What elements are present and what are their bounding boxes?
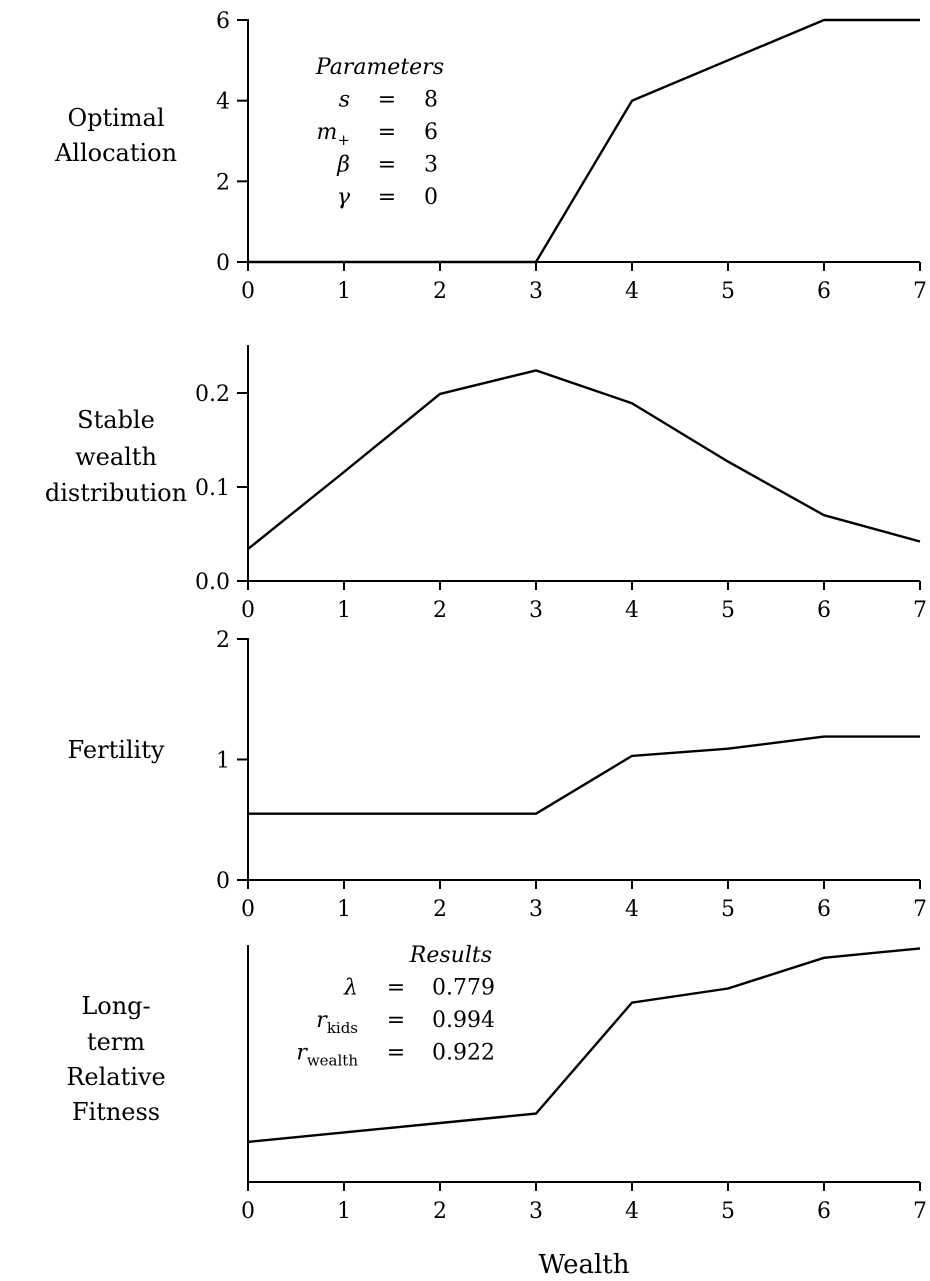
x-tick-label: 4 bbox=[625, 897, 639, 922]
y-axis-label: Optimal bbox=[67, 104, 164, 132]
panel-2: 0 1 2 3 4 5 6 7 0.0 0.1 0.2 Stable wealth distributio… bbox=[45, 345, 927, 623]
annotation-symbol: rkids bbox=[316, 1008, 358, 1037]
x-tick-label: 6 bbox=[817, 279, 831, 304]
x-tick-label: 0 bbox=[241, 279, 255, 304]
y-tick-label: 2 bbox=[216, 170, 230, 195]
annotation-value: 0 bbox=[424, 185, 438, 210]
x-tick-label: 4 bbox=[625, 279, 639, 304]
x-tick-label: 7 bbox=[913, 279, 927, 304]
x-tick-label: 0 bbox=[241, 598, 255, 623]
y-axis-label: distribution bbox=[45, 479, 187, 507]
x-tick-label: 0 bbox=[241, 897, 255, 922]
panel-3: 0 1 2 3 4 5 6 7 0 1 2 Fertility bbox=[68, 628, 927, 922]
x-axis-title: Wealth bbox=[539, 1250, 630, 1280]
series-line bbox=[248, 18, 920, 264]
symbol-name: m bbox=[317, 120, 338, 145]
x-tick-label: 2 bbox=[433, 1199, 447, 1224]
x-tick-label: 1 bbox=[337, 897, 351, 922]
x-tick-label: 5 bbox=[721, 897, 735, 922]
series-line bbox=[247, 369, 921, 550]
annotation-parameters: Parameters s = 8 m+ = 6 β = 3 γ = 0 bbox=[315, 55, 444, 210]
symbol-subscript: + bbox=[337, 131, 350, 149]
annotation-symbol: s bbox=[339, 88, 350, 113]
y-tick-label: 0 bbox=[216, 869, 230, 894]
panel-4: 0 1 2 3 4 5 6 7 Long-term Relative Fitness Results λ… bbox=[66, 943, 927, 1280]
x-tick-label: 2 bbox=[433, 598, 447, 623]
annotation-symbol: λ bbox=[343, 976, 358, 1001]
x-tick-label: 3 bbox=[529, 897, 543, 922]
annotation-value: 3 bbox=[424, 153, 438, 178]
x-tick-label: 1 bbox=[337, 1199, 351, 1224]
x-tick-label: 7 bbox=[913, 598, 927, 623]
y-tick-label: 6 bbox=[216, 9, 230, 34]
symbol-name: r bbox=[296, 1041, 308, 1066]
annotation-value: 6 bbox=[424, 120, 438, 145]
x-tick-label: 7 bbox=[913, 1199, 927, 1224]
annotation-symbol: γ bbox=[337, 185, 351, 210]
y-tick-label: 4 bbox=[216, 90, 230, 115]
x-tick-label: 6 bbox=[817, 598, 831, 623]
x-tick-label: 3 bbox=[529, 279, 543, 304]
x-tick-label: 4 bbox=[625, 598, 639, 623]
panel-1: 0 1 2 3 4 5 6 7 0 2 4 6 Optimal Allocation Parameters s… bbox=[54, 9, 927, 304]
annotation-value: 0.779 bbox=[432, 976, 495, 1001]
x-tick-label: 3 bbox=[529, 1199, 543, 1224]
x-tick-label: 5 bbox=[721, 1199, 735, 1224]
annotation-equals: = bbox=[378, 185, 396, 210]
symbol-name: λ bbox=[343, 976, 358, 1001]
symbol-subscript: kids bbox=[327, 1019, 358, 1037]
x-tick-label: 3 bbox=[529, 598, 543, 623]
x-tick-label: 1 bbox=[337, 598, 351, 623]
x-tick-label: 6 bbox=[817, 897, 831, 922]
x-tick-label: 2 bbox=[433, 279, 447, 304]
x-tick-label: 7 bbox=[913, 897, 927, 922]
y-axis-label: term bbox=[87, 1028, 145, 1056]
x-tick-label: 4 bbox=[625, 1199, 639, 1224]
y-axis-label: Allocation bbox=[54, 139, 177, 167]
y-tick-label: 0.0 bbox=[195, 570, 230, 595]
annotation-equals: = bbox=[378, 120, 396, 145]
y-axis-label: Relative bbox=[66, 1063, 165, 1091]
y-axis-label: Stable bbox=[77, 406, 155, 434]
y-tick-label: 0.2 bbox=[195, 382, 230, 407]
x-tick-label: 1 bbox=[337, 279, 351, 304]
annotation-equals: = bbox=[387, 1008, 405, 1033]
annotation-symbol: m+ bbox=[317, 120, 350, 149]
annotation-symbol: rwealth bbox=[296, 1041, 358, 1070]
x-tick-label: 5 bbox=[721, 598, 735, 623]
symbol-name: γ bbox=[337, 185, 351, 210]
annotation-value: 8 bbox=[424, 88, 438, 113]
y-tick-label: 1 bbox=[216, 749, 230, 774]
y-axis-label: Long- bbox=[81, 992, 150, 1020]
annotation-equals: = bbox=[378, 153, 396, 178]
y-tick-label: 0 bbox=[216, 251, 230, 276]
x-tick-label: 6 bbox=[817, 1199, 831, 1224]
x-tick-label: 5 bbox=[721, 279, 735, 304]
y-axis-label: Fitness bbox=[72, 1098, 160, 1126]
series-line bbox=[247, 947, 921, 1144]
annotation-equals: = bbox=[387, 976, 405, 1001]
annotation-title: Results bbox=[409, 943, 492, 968]
symbol-name: s bbox=[339, 88, 350, 113]
annotation-symbol: β bbox=[336, 153, 350, 178]
annotation-equals: = bbox=[387, 1041, 405, 1066]
annotation-title: Parameters bbox=[315, 55, 444, 80]
y-tick-label: 0.1 bbox=[195, 476, 230, 501]
x-tick-label: 2 bbox=[433, 897, 447, 922]
annotation-value: 0.994 bbox=[432, 1008, 495, 1033]
y-axis-label: wealth bbox=[75, 443, 157, 471]
y-tick-label: 2 bbox=[216, 628, 230, 653]
y-axis-label: Fertility bbox=[68, 736, 165, 764]
series-line bbox=[248, 735, 920, 815]
annotation-value: 0.922 bbox=[432, 1041, 495, 1066]
symbol-subscript: wealth bbox=[307, 1052, 358, 1070]
annotation-equals: = bbox=[378, 88, 396, 113]
symbol-name: β bbox=[336, 153, 350, 178]
x-tick-label: 0 bbox=[241, 1199, 255, 1224]
symbol-name: r bbox=[316, 1008, 328, 1033]
